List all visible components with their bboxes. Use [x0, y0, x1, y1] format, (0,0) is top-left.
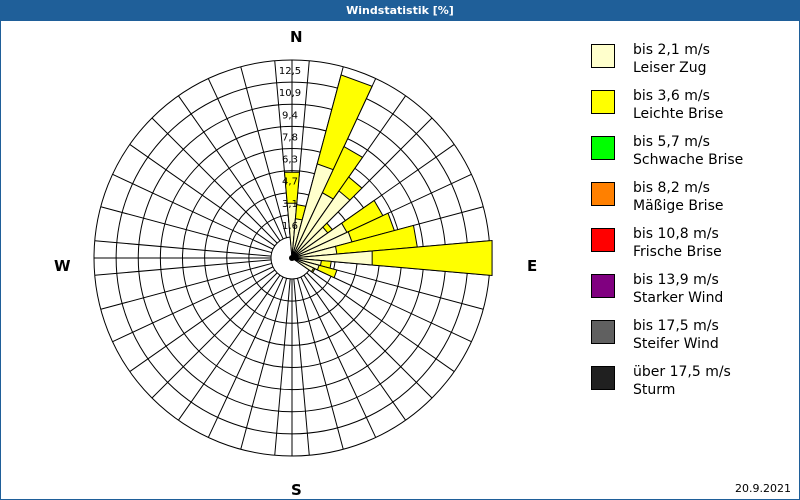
- window-title: Windstatistik [%]: [1, 1, 799, 21]
- legend-swatch: [591, 366, 615, 390]
- legend-label: bis 17,5 m/s Steifer Wind: [633, 318, 719, 352]
- south-label: S: [291, 481, 302, 499]
- legend-label: bis 2,1 m/s Leiser Zug: [633, 42, 710, 76]
- east-label: E: [527, 257, 538, 275]
- ring-label: 7,8: [282, 132, 298, 143]
- legend-swatch: [591, 320, 615, 344]
- legend-swatch: [591, 228, 615, 252]
- west-label: W: [54, 257, 71, 275]
- ring-label: 3,1: [282, 199, 298, 210]
- wind-sector: [291, 257, 315, 273]
- legend-label: bis 3,6 m/s Leichte Brise: [633, 88, 724, 122]
- wind-sector: [291, 250, 373, 266]
- north-label: N: [290, 28, 303, 46]
- ring-label: 12,5: [279, 66, 301, 77]
- legend-label: über 17,5 m/s Sturm: [633, 364, 731, 398]
- ring-label: 10,9: [279, 88, 301, 99]
- legend-swatch: [591, 136, 615, 160]
- wind-rose-chart: 1,6 3,1 4,7 6,3 7,8 9,4 10,9 12,5: [93, 59, 493, 457]
- ring-label: 6,3: [282, 155, 298, 166]
- legend-label: bis 8,2 m/s Mäßige Brise: [633, 180, 724, 214]
- ring-label: 9,4: [282, 110, 298, 121]
- ring-label: 4,7: [282, 177, 298, 188]
- legend-swatch: [591, 90, 615, 114]
- legend-label: bis 13,9 m/s Starker Wind: [633, 272, 724, 306]
- legend-swatch: [591, 182, 615, 206]
- wind-sector: [291, 239, 493, 277]
- legend-label: bis 10,8 m/s Frische Brise: [633, 226, 722, 260]
- ring-label: 1,6: [282, 221, 298, 232]
- legend-label: bis 5,7 m/s Schwache Brise: [633, 134, 744, 168]
- date-label: 20.9.2021: [735, 482, 791, 495]
- legend-swatch: [591, 44, 615, 68]
- legend-swatch: [591, 274, 615, 298]
